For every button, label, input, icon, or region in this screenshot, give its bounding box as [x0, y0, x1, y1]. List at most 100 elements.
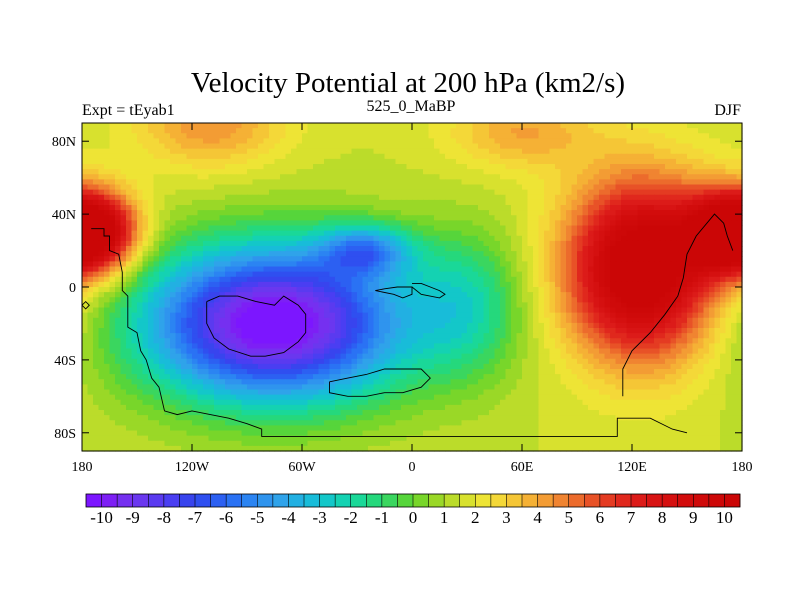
- field-cell: [599, 220, 606, 227]
- field-cell: [192, 128, 199, 134]
- field-cell: [621, 133, 628, 139]
- field-cell: [82, 143, 89, 150]
- field-cell: [467, 138, 474, 145]
- field-cell: [324, 148, 331, 155]
- field-cell: [219, 138, 226, 145]
- field-cell: [483, 199, 490, 206]
- field-cell: [291, 261, 298, 268]
- field-cell: [604, 302, 611, 309]
- field-cell: [538, 194, 545, 201]
- field-cell: [104, 322, 111, 329]
- field-cell: [500, 164, 507, 170]
- field-cell: [307, 235, 314, 242]
- field-cell: [203, 256, 210, 262]
- field-cell: [164, 158, 171, 165]
- field-cell: [93, 322, 100, 329]
- field-cell: [687, 153, 694, 160]
- field-cell: [175, 138, 182, 145]
- field-cell: [208, 307, 215, 314]
- field-cell: [131, 174, 138, 180]
- field-cell: [170, 292, 177, 298]
- field-cell: [379, 164, 386, 170]
- field-cell: [247, 317, 254, 324]
- field-cell: [373, 123, 380, 129]
- field-cell: [384, 184, 391, 191]
- field-cell: [252, 256, 259, 262]
- field-cell: [412, 225, 419, 232]
- field-cell: [505, 179, 512, 186]
- field-cell: [588, 153, 595, 160]
- field-cell: [516, 225, 523, 232]
- field-cell: [351, 281, 358, 288]
- field-cell: [555, 153, 562, 160]
- field-cell: [164, 297, 171, 303]
- field-cell: [505, 164, 512, 170]
- field-cell: [208, 292, 215, 298]
- field-cell: [395, 261, 402, 268]
- field-cell: [357, 133, 364, 139]
- field-cell: [538, 281, 545, 288]
- field-cell: [417, 246, 424, 252]
- field-cell: [698, 276, 705, 283]
- field-cell: [582, 133, 589, 139]
- field-cell: [731, 246, 738, 252]
- field-cell: [489, 302, 496, 309]
- field-cell: [709, 328, 716, 334]
- field-cell: [175, 123, 182, 129]
- field-cell: [692, 230, 699, 237]
- field-cell: [357, 246, 364, 252]
- field-cell: [329, 158, 336, 165]
- field-cell: [560, 184, 567, 191]
- field-cell: [395, 215, 402, 221]
- field-cell: [604, 215, 611, 221]
- field-cell: [115, 169, 122, 175]
- field-cell: [186, 179, 193, 186]
- field-cell: [731, 317, 738, 324]
- field-cell: [527, 179, 534, 186]
- field-cell: [698, 256, 705, 262]
- field-cell: [247, 128, 254, 134]
- field-cell: [610, 153, 617, 160]
- field-cell: [109, 169, 116, 175]
- field-cell: [269, 128, 276, 134]
- field-cell: [483, 133, 490, 139]
- field-cell: [665, 220, 672, 227]
- field-cell: [115, 194, 122, 201]
- field-cell: [131, 179, 138, 186]
- field-cell: [324, 220, 331, 227]
- field-cell: [533, 292, 540, 298]
- field-cell: [412, 174, 419, 180]
- field-cell: [593, 164, 600, 170]
- field-cell: [197, 189, 204, 196]
- field-cell: [483, 256, 490, 262]
- field-cell: [428, 138, 435, 145]
- field-cell: [291, 138, 298, 145]
- field-cell: [219, 133, 226, 139]
- field-cell: [164, 194, 171, 201]
- field-cell: [109, 138, 116, 145]
- field-cell: [126, 205, 133, 211]
- field-cell: [731, 240, 738, 247]
- field-cell: [93, 179, 100, 186]
- field-cell: [109, 199, 116, 206]
- field-cell: [555, 158, 562, 165]
- field-cell: [522, 215, 529, 221]
- field-cell: [131, 138, 138, 145]
- field-cell: [126, 158, 133, 165]
- field-cell: [445, 199, 452, 206]
- field-cell: [527, 312, 534, 319]
- field-cell: [335, 199, 342, 206]
- field-cell: [269, 322, 276, 329]
- field-cell: [236, 302, 243, 309]
- field-cell: [610, 194, 617, 201]
- field-cell: [643, 230, 650, 237]
- field-cell: [395, 138, 402, 145]
- field-cell: [115, 153, 122, 160]
- field-cell: [307, 333, 314, 339]
- field-cell: [340, 266, 347, 273]
- field-cell: [285, 158, 292, 165]
- field-cell: [192, 317, 199, 324]
- field-cell: [115, 133, 122, 139]
- field-cell: [142, 169, 149, 175]
- field-cell: [659, 133, 666, 139]
